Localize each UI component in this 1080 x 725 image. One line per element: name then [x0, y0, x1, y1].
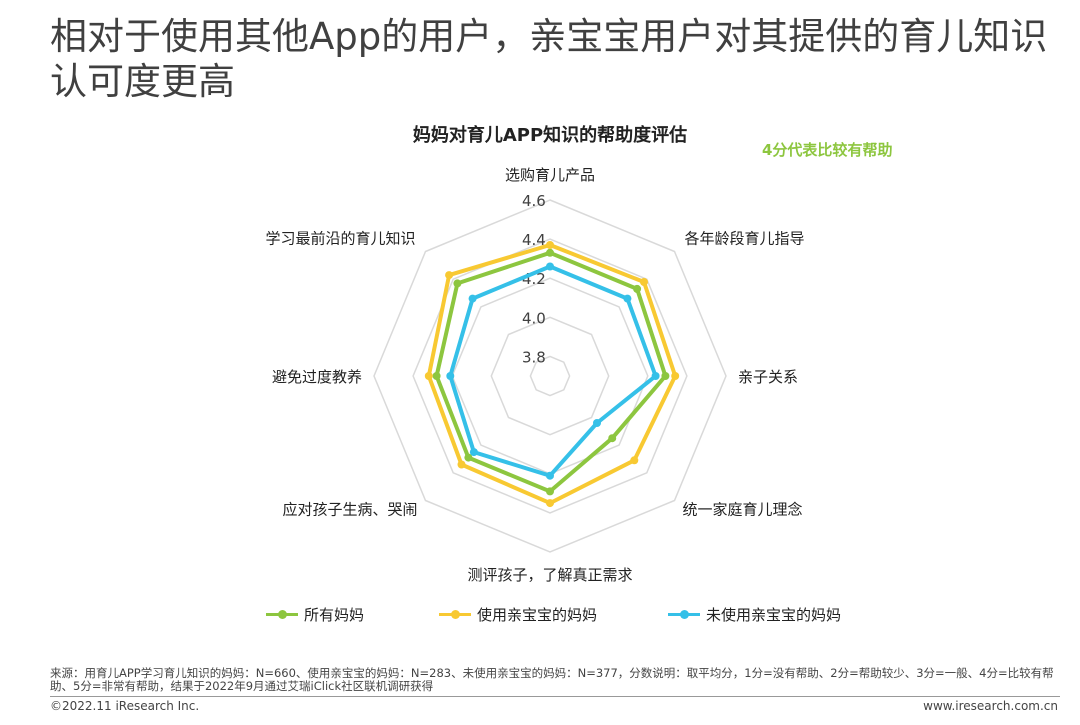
series-point	[546, 241, 554, 249]
scale-tick-label: 4.0	[522, 309, 546, 327]
series-point	[608, 434, 617, 443]
series-point	[633, 284, 642, 293]
axis-label: 各年龄段育儿指导	[684, 230, 804, 248]
legend-swatch-all-moms	[266, 609, 298, 619]
axis-label: 亲子关系	[738, 368, 798, 386]
footer-divider	[50, 696, 1060, 697]
series-point	[546, 487, 554, 496]
series-point	[546, 499, 554, 508]
source-note: 来源：用育儿APP学习育儿知识的妈妈：N=660、使用亲宝宝的妈妈：N=283、…	[50, 666, 1054, 693]
series-所有妈妈	[432, 248, 670, 496]
series-point	[671, 372, 680, 380]
series-point	[446, 372, 455, 380]
series-point	[546, 262, 554, 271]
copyright: ©2022.11 iResearch Inc.	[50, 699, 200, 713]
series-point	[468, 294, 477, 303]
website-link[interactable]: www.iresearch.com.cn	[923, 699, 1058, 713]
series-point	[623, 294, 632, 303]
page-title: 相对于使用其他App的用户，亲宝宝用户对其提供的育儿知识认可度更高	[50, 15, 1048, 103]
series-point	[469, 448, 478, 457]
axis-label: 选购育儿产品	[505, 166, 595, 184]
series-point	[453, 279, 462, 288]
axis-label: 统一家庭育儿理念	[682, 500, 802, 518]
series-point	[457, 460, 466, 469]
top-corner-mark: ·	[1052, 0, 1056, 6]
series-使用亲宝宝的妈妈	[424, 241, 680, 508]
series-point	[546, 248, 554, 257]
grid-ring	[373, 199, 727, 553]
series-line	[426, 243, 678, 506]
series-point	[432, 372, 441, 380]
legend-item-qinbaobao-moms: 使用亲宝宝的妈妈	[439, 603, 597, 625]
series-未使用亲宝宝的妈妈	[446, 262, 660, 480]
legend-label: 所有妈妈	[304, 605, 365, 624]
radar-scale-ticks: 4.64.44.24.03.8	[522, 192, 546, 366]
chart-title: 妈妈对育儿APP知识的帮助度评估	[412, 125, 688, 146]
legend-swatch-qinbaobao-moms	[439, 609, 471, 619]
legend-label: 未使用亲宝宝的妈妈	[706, 605, 842, 624]
series-point	[424, 372, 433, 380]
grid-ring	[529, 355, 571, 397]
series-point	[640, 278, 648, 286]
series-point	[593, 419, 601, 427]
scale-tick-label: 4.4	[522, 231, 546, 249]
series-point	[651, 372, 660, 380]
legend-item-all-moms: 所有妈妈	[266, 603, 364, 625]
radar-chart: 4.64.44.24.03.8 选购育儿产品各年龄段育儿指导亲子关系统一家庭育儿…	[266, 166, 805, 584]
series-point	[464, 453, 473, 462]
radar-series	[424, 241, 680, 508]
axis-label: 应对孩子生病、哭闹	[283, 500, 418, 518]
legend-label: 使用亲宝宝的妈妈	[477, 605, 598, 624]
series-point	[661, 372, 670, 380]
scale-tick-label: 4.6	[522, 192, 546, 210]
grid-ring	[490, 316, 610, 436]
axis-label: 学习最前沿的育儿知识	[266, 230, 416, 248]
axis-label: 避免过度教养	[272, 368, 362, 386]
chart-note: 4分代表比较有帮助	[762, 141, 893, 159]
grid-ring	[451, 277, 649, 475]
legend-item-non-qinbaobao-moms: 未使用亲宝宝的妈妈	[668, 603, 841, 625]
series-point	[630, 456, 639, 465]
scale-tick-label: 3.8	[522, 348, 546, 366]
radar-grid	[373, 199, 727, 553]
series-point	[546, 471, 554, 480]
legend-swatch-non-qinbaobao-moms	[668, 609, 700, 619]
series-point	[445, 271, 454, 280]
axis-label: 测评孩子，了解真正需求	[467, 566, 632, 584]
